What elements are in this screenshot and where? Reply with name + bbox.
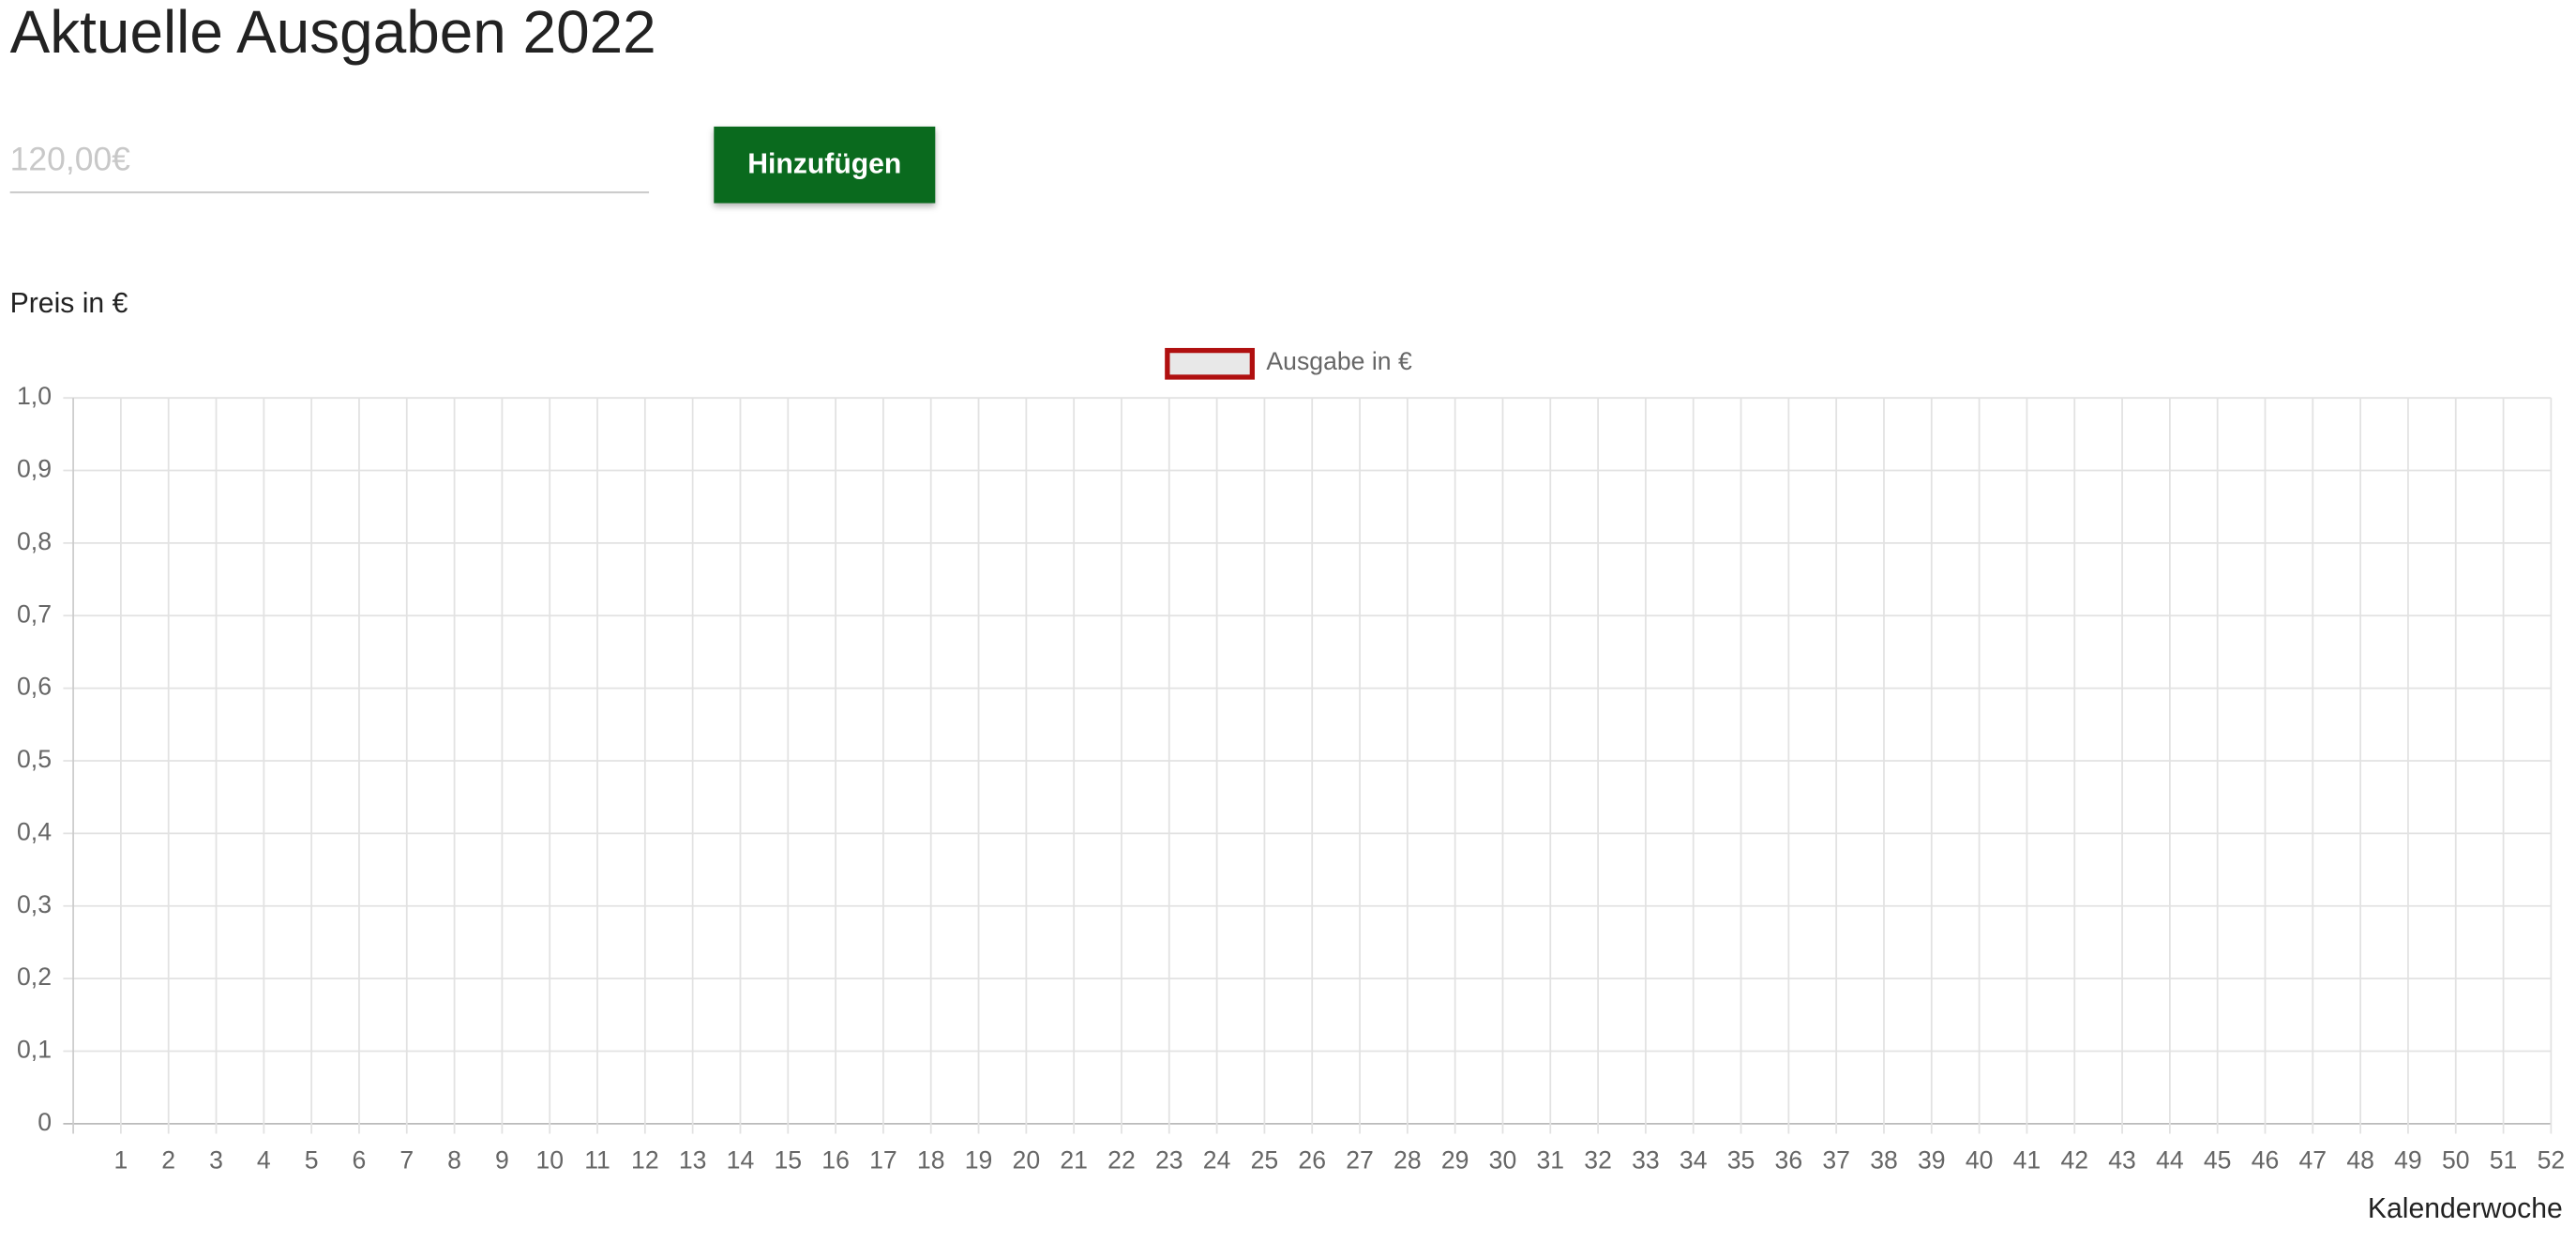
y-tick-label: 0,5 (17, 745, 52, 773)
y-tick-label: 1,0 (17, 382, 52, 410)
x-tick-label: 51 (2490, 1146, 2518, 1175)
x-tick-label: 18 (917, 1146, 945, 1175)
input-placeholder: 120,00€ (10, 141, 131, 178)
y-tick-label: 0,9 (17, 455, 52, 483)
x-tick-label: 27 (1346, 1146, 1374, 1175)
y-tick-label: 0,2 (17, 963, 52, 991)
page-title: Aktuelle Ausgaben 2022 (10, 0, 656, 66)
x-tick-label: 19 (965, 1146, 993, 1175)
x-tick-label: 9 (495, 1146, 509, 1175)
x-tick-label: 48 (2346, 1146, 2374, 1175)
x-tick-label: 3 (209, 1146, 223, 1175)
x-axis-title: Kalenderwoche (2368, 1193, 2563, 1224)
x-tick-label: 45 (2204, 1146, 2232, 1175)
x-tick-label: 46 (2252, 1146, 2280, 1175)
x-tick-label: 35 (1727, 1146, 1755, 1175)
x-tick-label: 52 (2538, 1146, 2566, 1175)
x-tick-label: 16 (821, 1146, 850, 1175)
legend-swatch (1165, 347, 1256, 380)
x-tick-label: 22 (1107, 1146, 1136, 1175)
x-tick-label: 37 (1822, 1146, 1850, 1175)
x-tick-label: 30 (1489, 1146, 1517, 1175)
button-bg (714, 126, 936, 204)
x-tick-label: 31 (1536, 1146, 1564, 1175)
x-tick-label: 17 (869, 1146, 897, 1175)
x-tick-label: 29 (1441, 1146, 1469, 1175)
x-tick-label: 1 (113, 1146, 128, 1175)
x-tick-label: 21 (1060, 1146, 1088, 1175)
x-tick-label: 41 (2013, 1146, 2041, 1175)
y-tick-label: 0,3 (17, 890, 52, 918)
x-tick-label: 8 (447, 1146, 461, 1175)
y-tick-label: 0,6 (17, 673, 52, 701)
x-tick-label: 5 (305, 1146, 319, 1175)
add-button[interactable]: Hinzufügen (714, 126, 936, 204)
x-tick-label: 50 (2442, 1146, 2470, 1175)
x-tick-label: 6 (353, 1146, 367, 1175)
x-tick-label: 2 (161, 1146, 175, 1175)
x-tick-label: 28 (1393, 1146, 1422, 1175)
y-tick-label: 0,8 (17, 527, 52, 555)
x-tick-label: 10 (535, 1146, 564, 1175)
x-tick-label: 40 (1966, 1146, 1994, 1175)
x-tick-label: 20 (1013, 1146, 1041, 1175)
x-tick-label: 13 (679, 1146, 707, 1175)
y-tick-label: 0,1 (17, 1036, 52, 1064)
y-axis-title: Preis in € (10, 288, 128, 319)
x-tick-label: 42 (2060, 1146, 2088, 1175)
x-tick-label: 11 (584, 1146, 610, 1175)
y-tick-label: 0 (38, 1108, 52, 1136)
x-tick-label: 36 (1775, 1146, 1803, 1175)
x-tick-label: 44 (2156, 1146, 2184, 1175)
x-tick-label: 33 (1632, 1146, 1660, 1175)
legend-label: Ausgabe in € (1266, 347, 1412, 375)
x-tick-label: 23 (1155, 1146, 1183, 1175)
x-tick-label: 15 (774, 1146, 802, 1175)
x-tick-label: 32 (1584, 1146, 1612, 1175)
x-tick-label: 47 (2299, 1146, 2327, 1175)
x-tick-label: 24 (1203, 1146, 1231, 1175)
x-tick-label: 39 (1918, 1146, 1946, 1175)
x-tick-label: 49 (2394, 1146, 2422, 1175)
x-tick-label: 4 (257, 1146, 271, 1175)
amount-input[interactable]: 120,00€ (10, 141, 650, 194)
y-tick-label: 0,7 (17, 599, 52, 628)
x-tick-label: 26 (1298, 1146, 1326, 1175)
x-tick-label: 43 (2108, 1146, 2136, 1175)
x-tick-label: 7 (399, 1146, 414, 1175)
y-tick-label: 0,4 (17, 817, 52, 845)
x-tick-label: 34 (1680, 1146, 1708, 1175)
x-tick-label: 38 (1870, 1146, 1898, 1175)
x-tick-label: 25 (1251, 1146, 1279, 1175)
x-tick-label: 14 (727, 1146, 755, 1175)
button-label: Hinzufügen (747, 149, 901, 180)
x-tick-label: 12 (631, 1146, 659, 1175)
